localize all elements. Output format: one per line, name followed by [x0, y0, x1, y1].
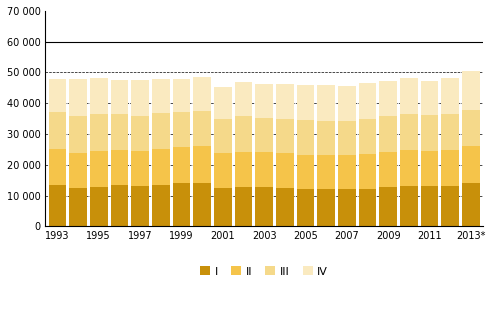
- Bar: [193, 77, 211, 111]
- Bar: [90, 151, 108, 187]
- Bar: [48, 112, 66, 149]
- Bar: [297, 155, 314, 189]
- Bar: [255, 187, 273, 226]
- Bar: [379, 152, 397, 187]
- Bar: [297, 85, 314, 120]
- Bar: [276, 188, 293, 226]
- Bar: [338, 86, 356, 121]
- Bar: [400, 78, 417, 114]
- Bar: [131, 186, 149, 226]
- Bar: [235, 187, 252, 226]
- Bar: [48, 185, 66, 226]
- Bar: [317, 85, 335, 121]
- Bar: [255, 152, 273, 187]
- Bar: [235, 82, 252, 116]
- Bar: [338, 190, 356, 226]
- Bar: [255, 84, 273, 118]
- Bar: [359, 154, 376, 189]
- Bar: [214, 87, 232, 119]
- Bar: [338, 155, 356, 190]
- Bar: [462, 110, 480, 146]
- Bar: [400, 114, 417, 150]
- Bar: [152, 149, 169, 185]
- Bar: [255, 118, 273, 152]
- Bar: [359, 119, 376, 154]
- Bar: [297, 189, 314, 226]
- Bar: [172, 147, 190, 183]
- Bar: [317, 121, 335, 155]
- Bar: [400, 150, 417, 186]
- Bar: [214, 188, 232, 226]
- Bar: [379, 187, 397, 226]
- Bar: [276, 84, 293, 119]
- Bar: [462, 71, 480, 110]
- Bar: [379, 116, 397, 152]
- Bar: [441, 78, 459, 114]
- Bar: [111, 185, 128, 226]
- Bar: [193, 111, 211, 146]
- Bar: [90, 114, 108, 151]
- Bar: [379, 81, 397, 116]
- Bar: [441, 114, 459, 150]
- Bar: [172, 183, 190, 226]
- Bar: [131, 115, 149, 151]
- Bar: [421, 81, 438, 115]
- Bar: [48, 149, 66, 185]
- Bar: [111, 150, 128, 185]
- Bar: [338, 121, 356, 155]
- Bar: [441, 150, 459, 186]
- Bar: [421, 151, 438, 186]
- Bar: [193, 183, 211, 226]
- Bar: [111, 114, 128, 150]
- Bar: [69, 153, 87, 188]
- Bar: [359, 83, 376, 119]
- Bar: [131, 80, 149, 115]
- Bar: [131, 151, 149, 186]
- Bar: [172, 112, 190, 147]
- Bar: [90, 78, 108, 114]
- Bar: [172, 79, 190, 112]
- Bar: [297, 120, 314, 155]
- Bar: [462, 183, 480, 226]
- Bar: [421, 115, 438, 151]
- Legend: I, II, III, IV: I, II, III, IV: [196, 262, 332, 281]
- Bar: [214, 154, 232, 188]
- Bar: [276, 153, 293, 188]
- Bar: [235, 116, 252, 152]
- Bar: [462, 146, 480, 183]
- Bar: [317, 155, 335, 189]
- Bar: [69, 188, 87, 226]
- Bar: [441, 186, 459, 226]
- Bar: [69, 79, 87, 116]
- Bar: [90, 187, 108, 226]
- Bar: [152, 79, 169, 113]
- Bar: [48, 79, 66, 112]
- Bar: [152, 113, 169, 149]
- Bar: [235, 152, 252, 187]
- Bar: [421, 186, 438, 226]
- Bar: [359, 189, 376, 226]
- Bar: [111, 80, 128, 114]
- Bar: [317, 189, 335, 226]
- Bar: [152, 185, 169, 226]
- Bar: [69, 116, 87, 153]
- Bar: [400, 186, 417, 226]
- Bar: [276, 119, 293, 153]
- Bar: [193, 146, 211, 183]
- Bar: [214, 119, 232, 154]
